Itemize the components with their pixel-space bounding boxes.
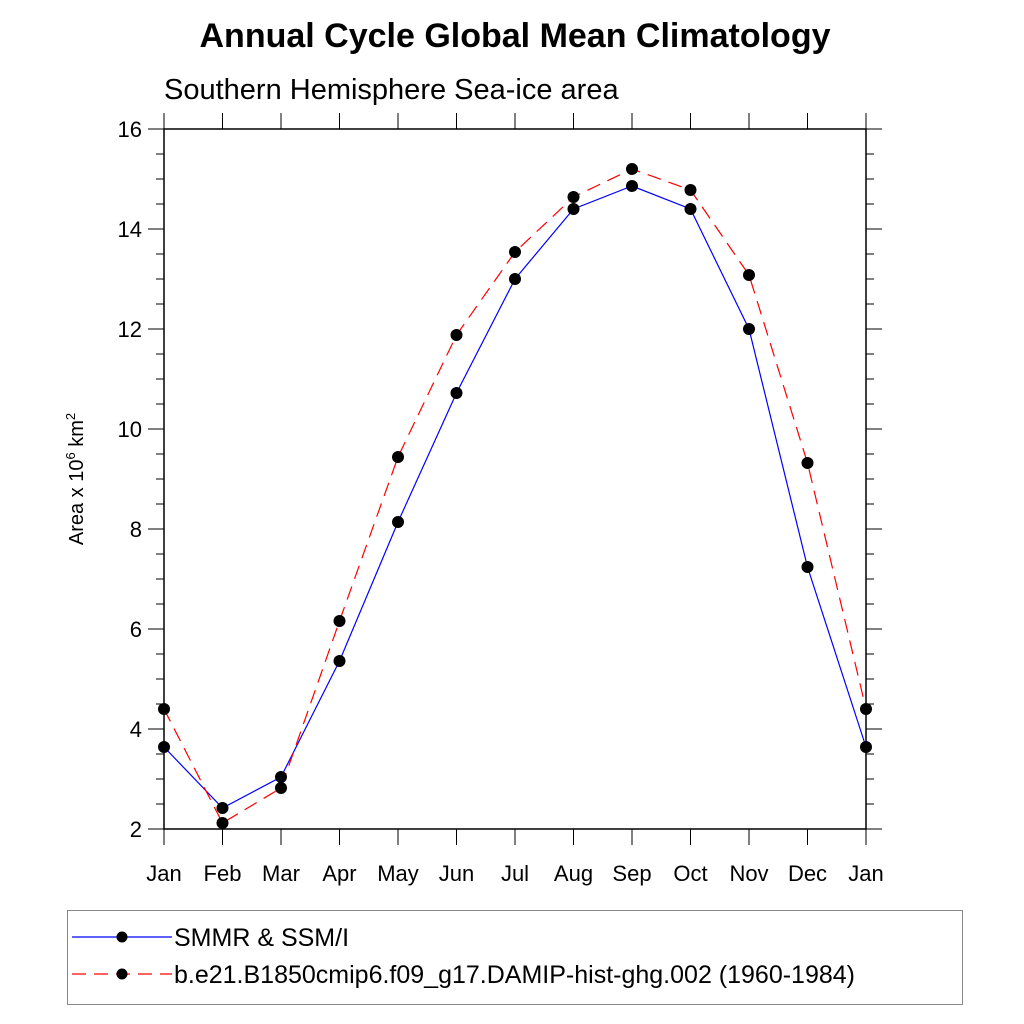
data-point-0 [684, 203, 697, 215]
data-point-1 [509, 246, 521, 258]
x-tick-label: Nov [729, 861, 768, 886]
plot-frame [163, 128, 867, 830]
y-tick-label: 10 [118, 417, 142, 442]
data-point-1 [684, 184, 697, 196]
y-tick-label: 2 [130, 817, 142, 842]
x-tick-label: Apr [322, 861, 356, 886]
chart-title: Annual Cycle Global Mean Climatology [200, 17, 831, 55]
x-tick-label: Jul [501, 861, 529, 886]
y-tick-label: 16 [118, 117, 142, 142]
y-tick-label: 4 [130, 717, 142, 742]
data-point-1 [392, 451, 404, 463]
x-tick-label: Jan [146, 861, 181, 886]
data-point-0 [392, 516, 404, 528]
x-tick-label: Jun [439, 861, 474, 886]
x-tick-label: Sep [612, 861, 651, 886]
y-axis-label: Area x 106 km2 [63, 413, 88, 545]
data-point-0 [158, 741, 170, 753]
data-point-1 [626, 163, 638, 175]
y-tick-label: 6 [130, 617, 142, 642]
legend-box [67, 910, 963, 1005]
x-tick-label: Mar [262, 861, 300, 886]
data-point-0 [801, 561, 814, 573]
data-point-1 [158, 703, 170, 715]
legend-marker-1 [116, 968, 128, 980]
x-tick-label: May [377, 861, 419, 886]
x-tick-label: Jan [848, 861, 883, 886]
legend-label-1: b.e21.B1850cmip6.f09_g17.DAMIP-hist-ghg.… [174, 961, 855, 989]
x-tick-label: Dec [788, 861, 827, 886]
data-point-1 [567, 191, 580, 203]
data-point-1 [275, 782, 287, 794]
data-point-0 [275, 771, 287, 783]
data-point-0 [567, 203, 580, 215]
chart-subtitle: Southern Hemisphere Sea-ice area [164, 74, 619, 106]
series-group [158, 163, 872, 829]
y-tick-label: 14 [118, 217, 142, 242]
axes: Jan Feb Mar Apr May Jun Jul Aug Sep Oct Nov Dec Jan2… [118, 113, 884, 886]
y-tick-label: 8 [130, 517, 142, 542]
data-point-0 [333, 655, 346, 667]
legend: SMMR & SSM/I b.e21.B1850cmip6.f09_g17.DAM… [67, 910, 963, 1005]
data-point-1 [801, 457, 814, 469]
data-point-0 [509, 273, 521, 285]
x-tick-label: Feb [204, 861, 242, 886]
data-point-0 [216, 802, 229, 814]
data-point-0 [450, 387, 463, 399]
series-line-1 [163, 168, 867, 824]
legend-marker-0 [116, 931, 128, 943]
data-point-0 [743, 323, 755, 335]
x-tick-label: Oct [673, 861, 707, 886]
data-point-1 [450, 329, 463, 341]
data-point-0 [860, 741, 872, 753]
x-tick-label: Aug [554, 861, 593, 886]
legend-label-0: SMMR & SSM/I [174, 924, 349, 952]
data-point-1 [216, 817, 229, 829]
data-point-0 [626, 180, 638, 192]
data-point-1 [860, 703, 872, 715]
data-point-1 [333, 615, 346, 627]
data-point-1 [743, 269, 755, 281]
y-tick-label: 12 [118, 317, 142, 342]
